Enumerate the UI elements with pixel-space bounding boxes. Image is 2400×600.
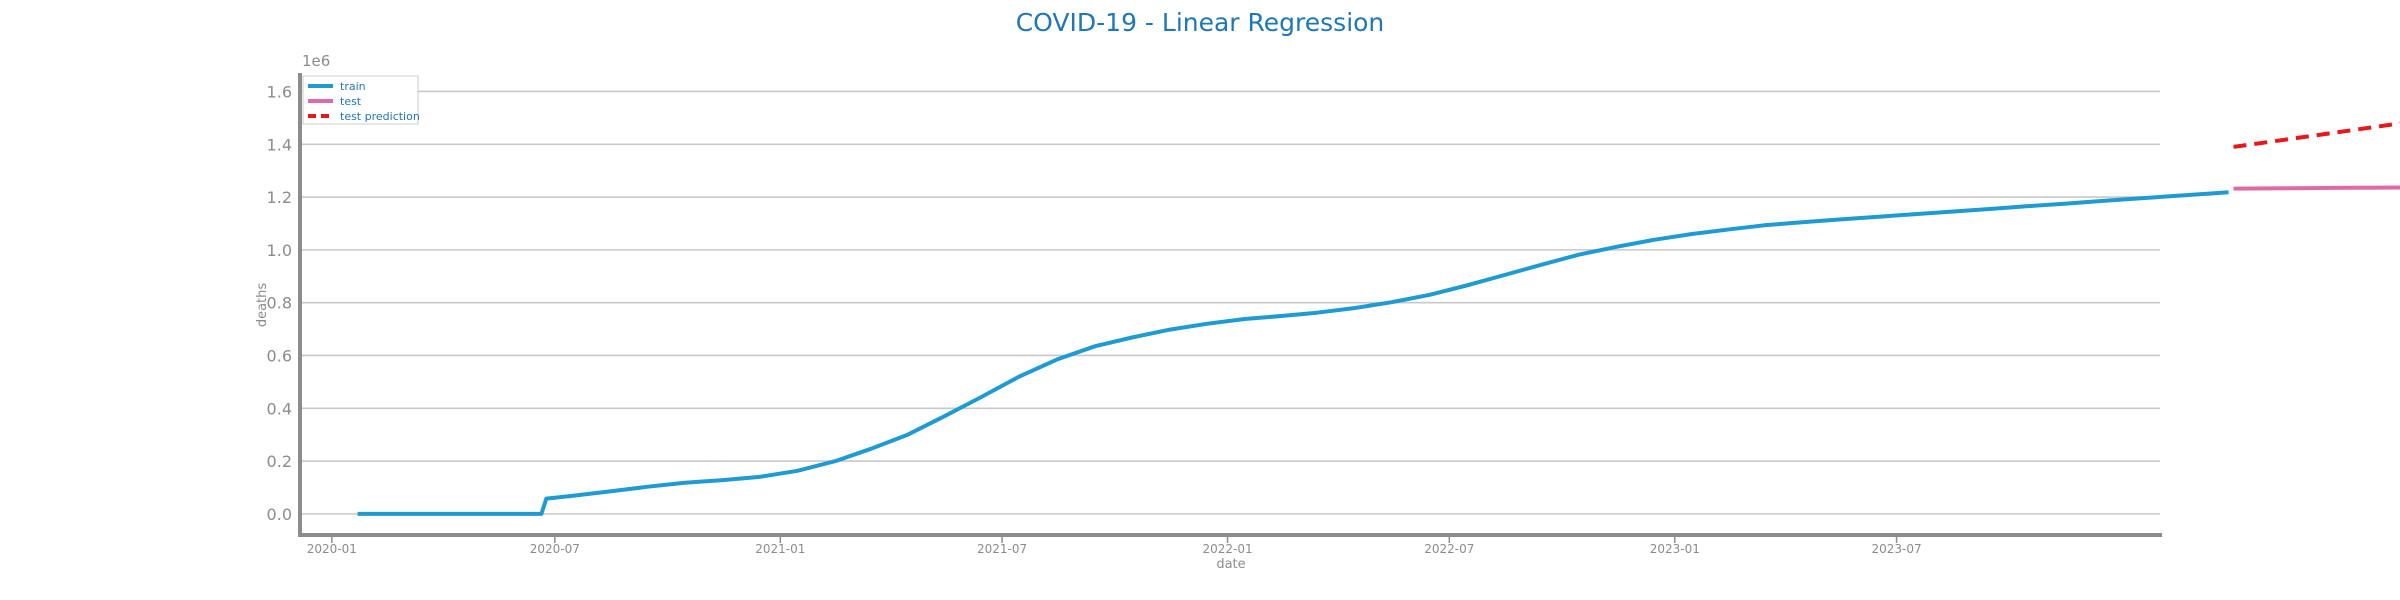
y-axis-offset-label: 1e6 xyxy=(302,52,330,70)
x-tick-label: 2022-01 xyxy=(1202,542,1252,556)
x-tick-label: 2022-07 xyxy=(1424,542,1474,556)
gridlines xyxy=(300,90,2160,515)
y-tick-label: 0.8 xyxy=(267,294,292,313)
series-line-test xyxy=(2233,185,2400,191)
x-tick-label: 2021-01 xyxy=(755,542,805,556)
x-axis-label: date xyxy=(1216,557,1245,572)
legend-label: train xyxy=(340,80,366,93)
chart-title: COVID-19 - Linear Regression xyxy=(1016,8,1385,37)
legend-label: test prediction xyxy=(340,110,420,123)
y-axis-label: deaths xyxy=(255,283,270,328)
y-axis-ticks: 0.0 0.2 0.4 0.6 0.8 1.0 1.2 1.4 1.6 xyxy=(267,82,292,523)
y-tick-label: 1.6 xyxy=(267,82,292,101)
y-tick-label: 1.0 xyxy=(267,241,292,260)
x-tick-label: 2021-07 xyxy=(977,542,1027,556)
y-tick-label: 1.2 xyxy=(267,188,292,207)
y-tick-label: 0.0 xyxy=(267,505,292,524)
y-tick-label: 0.4 xyxy=(267,399,292,418)
legend: train test test prediction xyxy=(302,75,420,125)
series-lines xyxy=(357,121,2400,516)
x-tick-label: 2020-07 xyxy=(530,542,580,556)
x-tick-label: 2020-01 xyxy=(307,542,357,556)
series-line-test-prediction xyxy=(2233,121,2400,149)
y-tick-label: 1.4 xyxy=(267,135,292,154)
y-tick-label: 0.6 xyxy=(267,346,292,365)
series-line-train xyxy=(357,190,2229,516)
x-tick-label: 2023-01 xyxy=(1650,542,1700,556)
y-tick-label: 0.2 xyxy=(267,452,292,471)
legend-label: test xyxy=(340,95,362,108)
x-tick-label: 2023-07 xyxy=(1871,542,1921,556)
x-axis-ticks: 2020-01 2020-07 2021-01 2021-07 2022-01 2022-… xyxy=(307,537,1922,556)
